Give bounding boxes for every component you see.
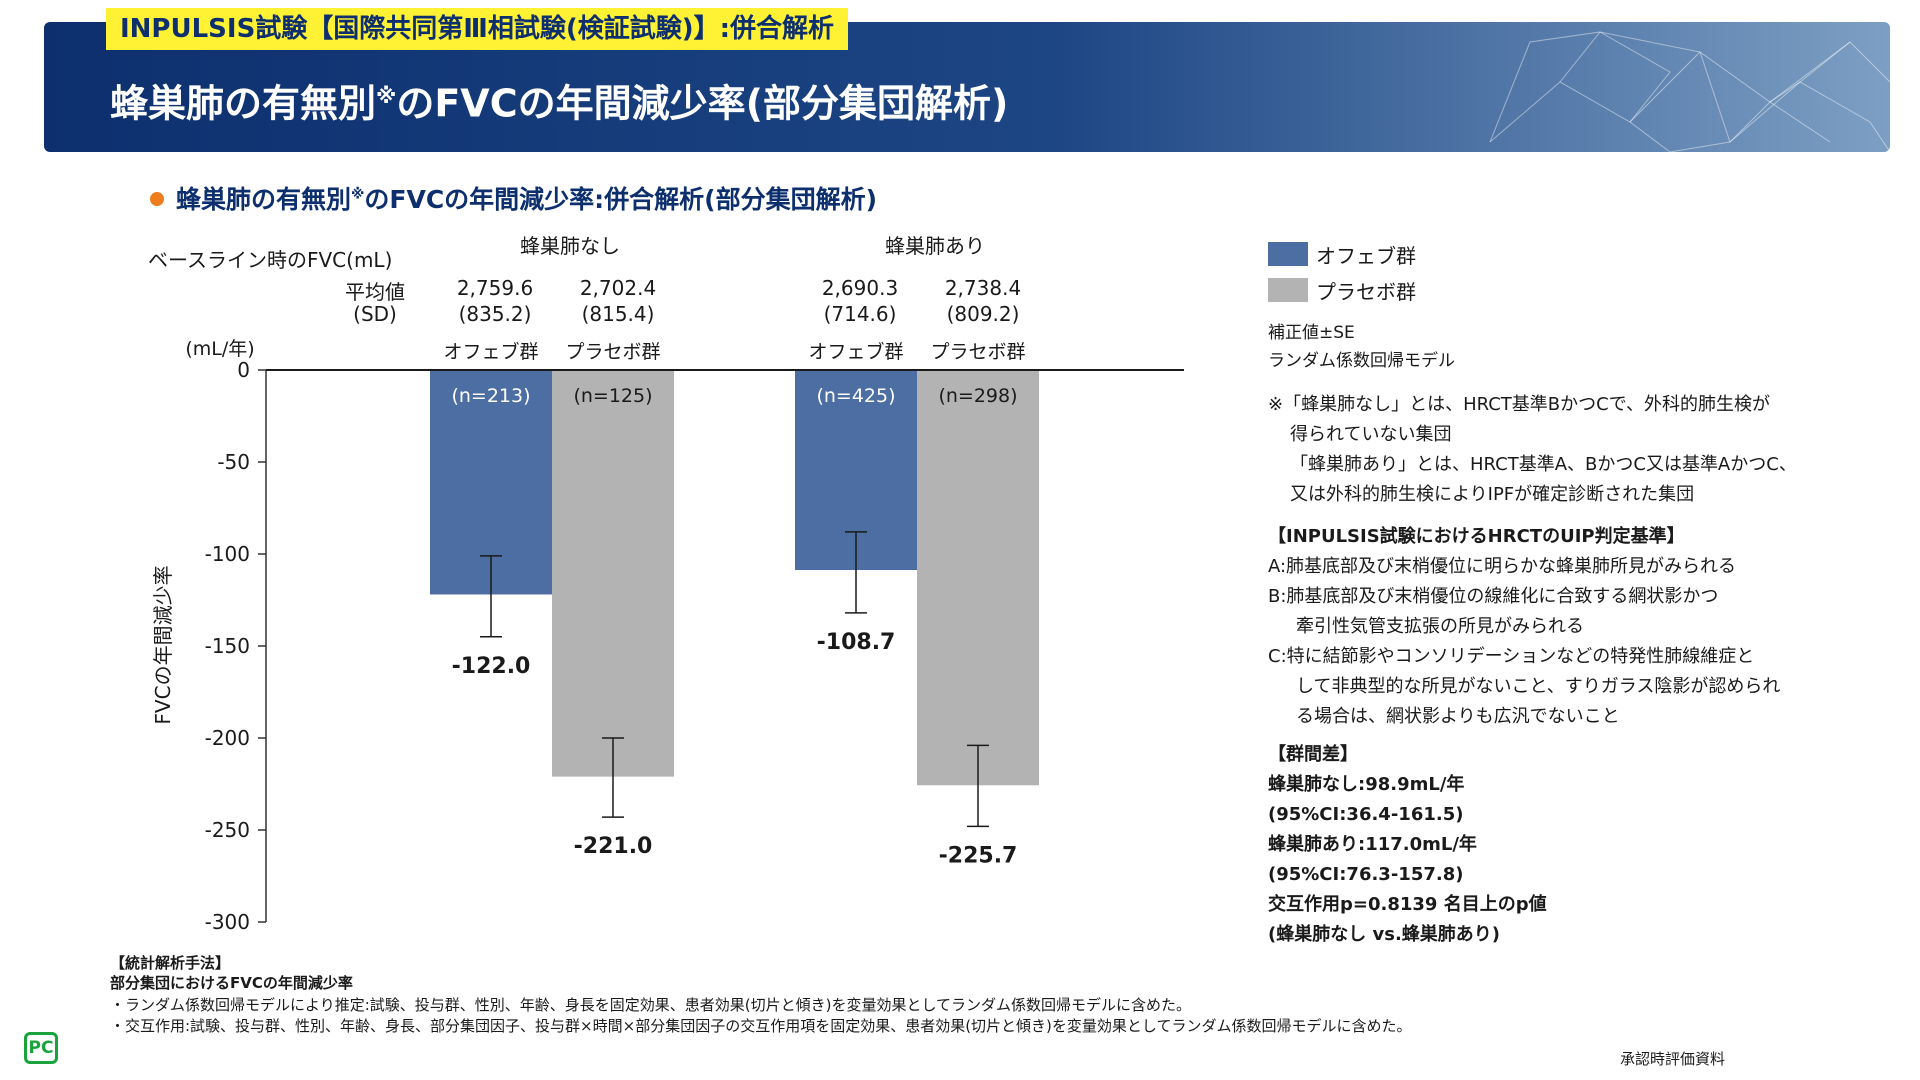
- baseline-sd: (835.2): [458, 302, 532, 326]
- bar-value-label: -225.7: [939, 843, 1018, 868]
- bar: [917, 370, 1039, 786]
- bar: [552, 370, 674, 777]
- legend-label-ofev: オフェブ群: [1316, 244, 1416, 268]
- bar-series-label: オフェブ群: [443, 340, 538, 363]
- network-decoration-icon: [1489, 31, 1890, 152]
- legend-note-se: 補正値±SE: [1268, 323, 1355, 343]
- orange-bullet-icon: [150, 192, 164, 206]
- page-title: 蜂巣肺の有無別※のFVCの年間減少率(部分集団解析): [110, 81, 1009, 126]
- footer-subtitle: 部分集団におけるFVCの年間減少率: [110, 974, 353, 992]
- group-diff-title: 【群間差】: [1268, 744, 1358, 765]
- footer-line: ・交互作用:試験、投与群、性別、年齢、身長、部分集団因子、投与群×時間×部分集団…: [110, 1017, 1412, 1035]
- y-tick-label: -150: [205, 634, 250, 658]
- group-diff-list: 蜂巣肺なし:98.9mL/年 (95%CI:36.4-161.5) 蜂巣肺あり:…: [1268, 774, 1547, 945]
- bar-series-label: プラセボ群: [565, 341, 660, 363]
- baseline-mean: 2,702.4: [579, 276, 657, 300]
- bar-n-label: (n=125): [573, 385, 652, 407]
- group-name-honeycomb: 蜂巣肺あり: [885, 234, 985, 258]
- y-tick-label: -200: [205, 726, 250, 750]
- pc-logo: PC: [24, 1032, 58, 1064]
- bar-n-label: (n=213): [451, 385, 530, 407]
- criteria-list: A:肺基底部及び末梢優位に明らかな蜂巣肺所見がみられる B:肺基底部及び末梢優位…: [1268, 556, 1781, 727]
- bar-value-label: -108.7: [817, 630, 896, 655]
- y-tick-label: -250: [205, 818, 250, 842]
- baseline-label: ベースライン時のFVC(mL): [148, 248, 393, 272]
- group-name-no-honeycomb: 蜂巣肺なし: [520, 234, 620, 258]
- baseline-mean: 2,690.3: [821, 276, 899, 300]
- baseline-mean: 2,738.4: [944, 276, 1022, 300]
- y-tick-label: -300: [205, 910, 250, 934]
- baseline-sd: (809.2): [946, 302, 1020, 326]
- study-tag: INPULSIS試験【国際共同第Ⅲ相試験(検証試験)】:併合解析: [106, 8, 849, 50]
- section-title: 蜂巣肺の有無別※のFVCの年間減少率:併合解析(部分集団解析): [150, 180, 877, 216]
- criteria-title: 【INPULSIS試験におけるHRCTのUIP判定基準】: [1268, 526, 1685, 547]
- bar-value-label: -221.0: [574, 834, 653, 859]
- sd-label: (SD): [353, 302, 397, 326]
- footer-line: ・ランダム係数回帰モデルにより推定:試験、投与群、性別、年齢、身長を固定効果、患…: [110, 996, 1192, 1014]
- source-note: 承認時評価資料: [1620, 1050, 1726, 1068]
- bar-series-label: プラセボ群: [930, 341, 1025, 363]
- y-tick-label: -100: [205, 542, 250, 566]
- y-axis-title: FVCの年間減少率: [151, 565, 175, 724]
- y-tick-label: -50: [217, 450, 250, 474]
- bar-n-label: (n=298): [938, 385, 1017, 407]
- legend-note-model: ランダム係数回帰モデル: [1268, 351, 1455, 371]
- y-unit-label: (mL/年): [185, 338, 254, 360]
- legend-label-placebo: プラセボ群: [1316, 280, 1416, 304]
- bar-n-label: (n=425): [816, 385, 895, 407]
- baseline-mean: 2,759.6: [456, 276, 534, 300]
- baseline-sd: (714.6): [823, 302, 897, 326]
- definition-note: ※「蜂巣肺なし」とは、HRCT基準BかつCで、外科的肺生検が 得られていない集団…: [1268, 394, 1797, 505]
- footer-method-title: 【統計解析手法】: [110, 954, 231, 972]
- legend-swatch-placebo: [1268, 278, 1308, 302]
- baseline-sd: (815.4): [581, 302, 655, 326]
- bar-value-label: -122.0: [452, 654, 531, 679]
- bar-series-label: オフェブ群: [808, 340, 903, 363]
- legend-swatch-ofev: [1268, 242, 1308, 266]
- y-tick-label: 0: [237, 358, 250, 382]
- mean-label: 平均値: [345, 280, 405, 304]
